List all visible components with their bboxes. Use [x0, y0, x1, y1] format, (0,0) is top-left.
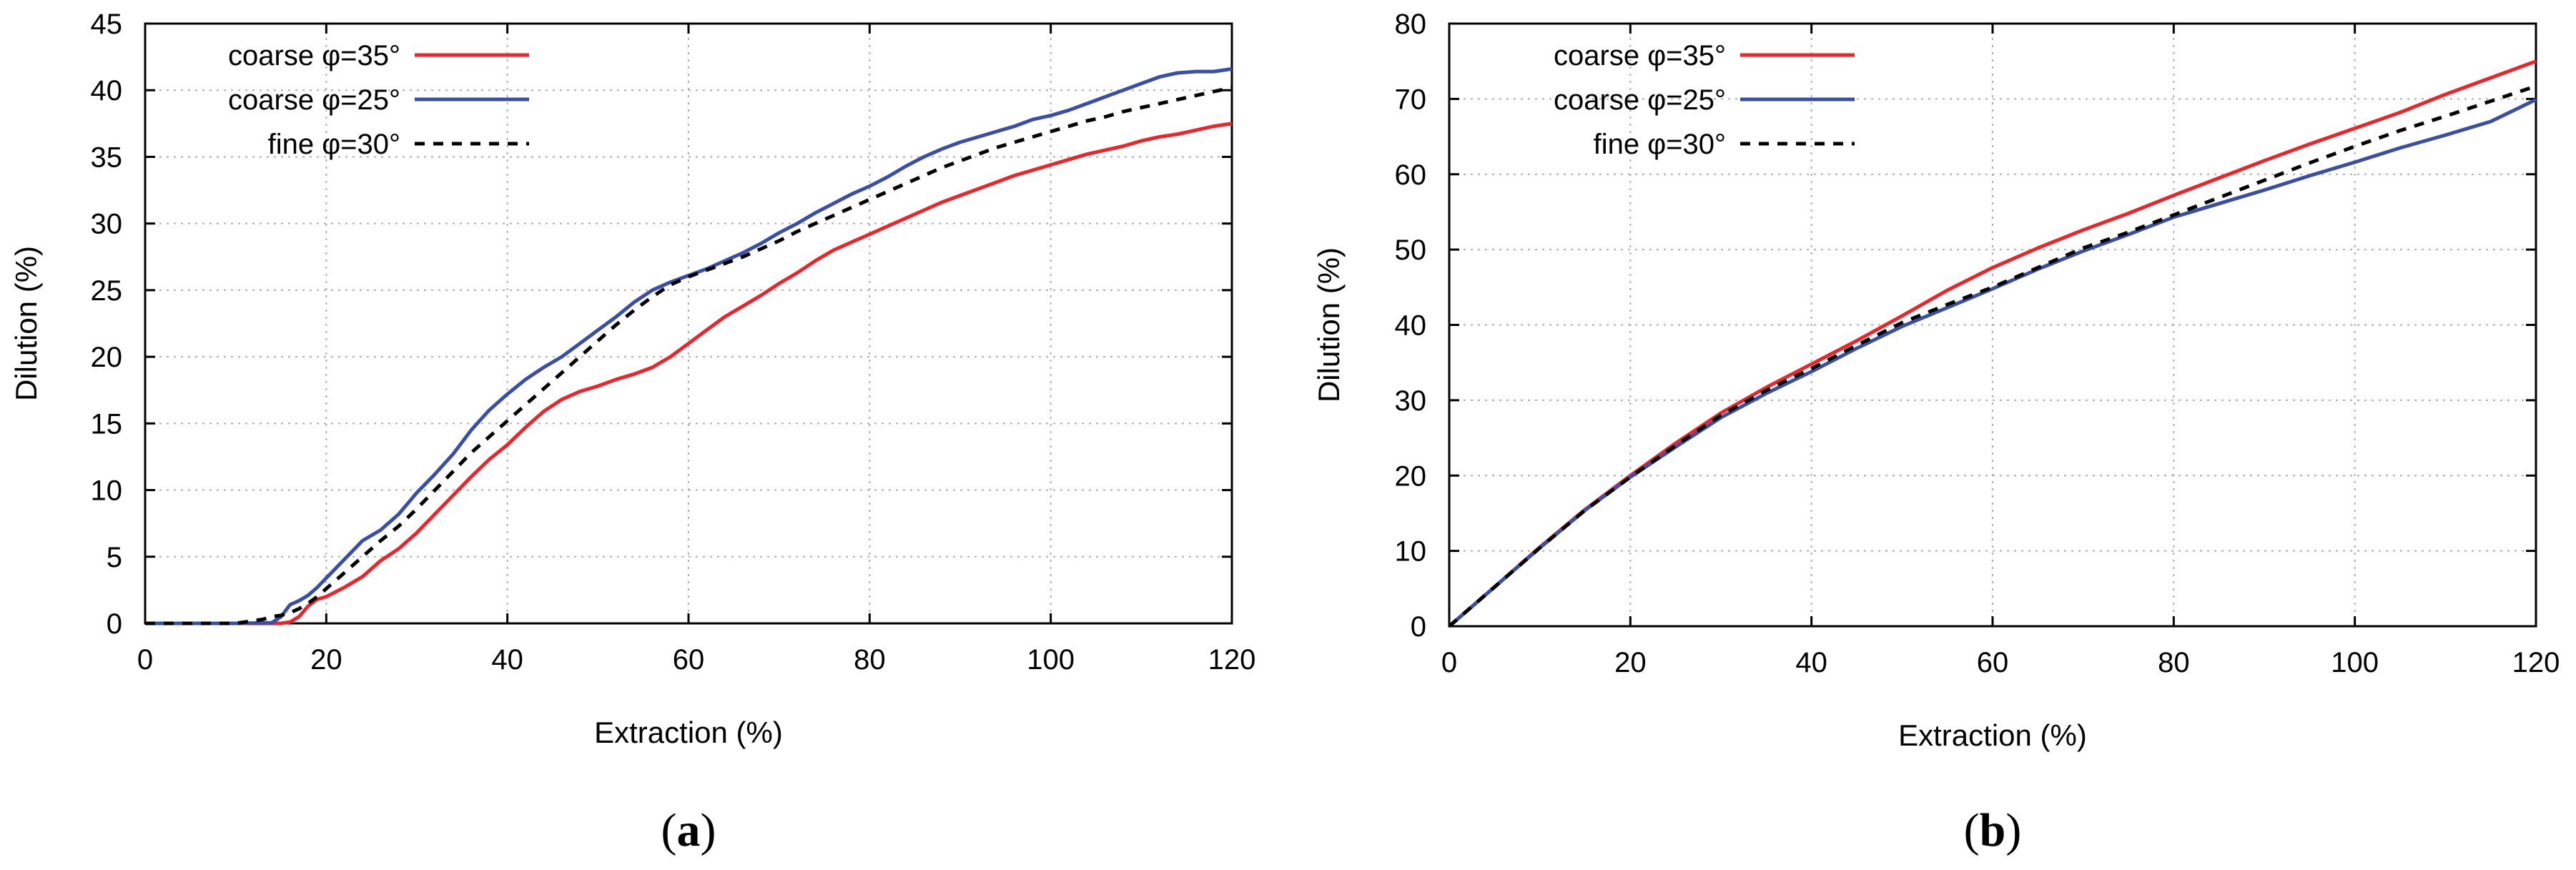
x-tick-label: 20 — [1614, 647, 1647, 678]
x-tick-label: 0 — [1441, 647, 1457, 678]
y-tick-label: 25 — [91, 275, 123, 307]
y-tick-label: 40 — [91, 75, 123, 107]
y-tick-label: 15 — [91, 408, 123, 440]
legend: coarse φ=35° coarse φ=25° fine φ=30° — [228, 40, 529, 160]
grid — [145, 24, 1232, 623]
y-tick-label: 30 — [1395, 385, 1427, 417]
y-tick-label: 10 — [91, 475, 123, 507]
y-tick-label: 60 — [1395, 159, 1427, 191]
y-tick-label: 20 — [91, 342, 123, 373]
x-tick-label: 80 — [2158, 647, 2190, 678]
grid — [1449, 24, 2536, 626]
chart-panel-a: 0 20 40 60 80 100 120 0 5 10 15 20 25 30 35 40 45 Extract… — [9, 9, 1255, 856]
y-axis-label: Dilution (%) — [9, 246, 43, 401]
panel-label: (a) — [661, 804, 716, 856]
y-tick-label: 35 — [91, 142, 123, 173]
y-tick-label: 80 — [1395, 9, 1427, 40]
legend-label: fine φ=30° — [1594, 129, 1726, 160]
x-tick-label: 60 — [673, 644, 705, 676]
x-tick-label: 20 — [310, 644, 342, 676]
x-axis-label: Extraction (%) — [1898, 718, 2087, 752]
x-tick-label: 100 — [2331, 647, 2379, 678]
y-tick-label: 0 — [1411, 611, 1426, 643]
y-tick-label: 40 — [1395, 310, 1427, 342]
x-tick-label: 40 — [491, 644, 523, 676]
x-tick-label: 100 — [1027, 644, 1075, 676]
series-line-3 — [145, 86, 1233, 626]
legend-label: coarse φ=35° — [228, 40, 400, 71]
y-tick-label: 5 — [107, 542, 122, 573]
legend-label: coarse φ=25° — [228, 84, 400, 116]
y-tick-label: 10 — [1395, 536, 1427, 568]
y-tick-label: 0 — [107, 608, 122, 640]
series-line-2 — [1448, 98, 2537, 628]
y-tick-label: 45 — [91, 9, 123, 40]
y-axis-label: Dilution (%) — [1312, 247, 1346, 402]
legend: coarse φ=35° coarse φ=25° fine φ=30° — [1554, 40, 1855, 160]
x-tick-label: 40 — [1795, 647, 1827, 678]
x-tick-label: 0 — [137, 644, 153, 676]
chart-panel-b: 0 20 40 60 80 100 120 0 10 20 30 40 50 60 70 80 Extracti… — [1312, 9, 2560, 856]
panel-label: (b) — [1964, 804, 2022, 856]
legend-label: coarse φ=25° — [1554, 84, 1726, 116]
y-tick-label: 70 — [1395, 84, 1427, 115]
y-tick-label: 50 — [1395, 234, 1427, 266]
legend-label: fine φ=30° — [268, 129, 400, 160]
x-axis-label: Extraction (%) — [594, 716, 783, 749]
x-tick-label: 120 — [2512, 647, 2560, 678]
y-tick-label: 20 — [1395, 460, 1427, 492]
x-tick-label: 120 — [1208, 644, 1256, 676]
x-tick-label: 80 — [854, 644, 886, 676]
y-tick-label: 30 — [91, 209, 123, 240]
x-tick-label: 60 — [1977, 647, 2009, 678]
series-line-1 — [145, 122, 1233, 626]
legend-label: coarse φ=35° — [1554, 40, 1726, 71]
